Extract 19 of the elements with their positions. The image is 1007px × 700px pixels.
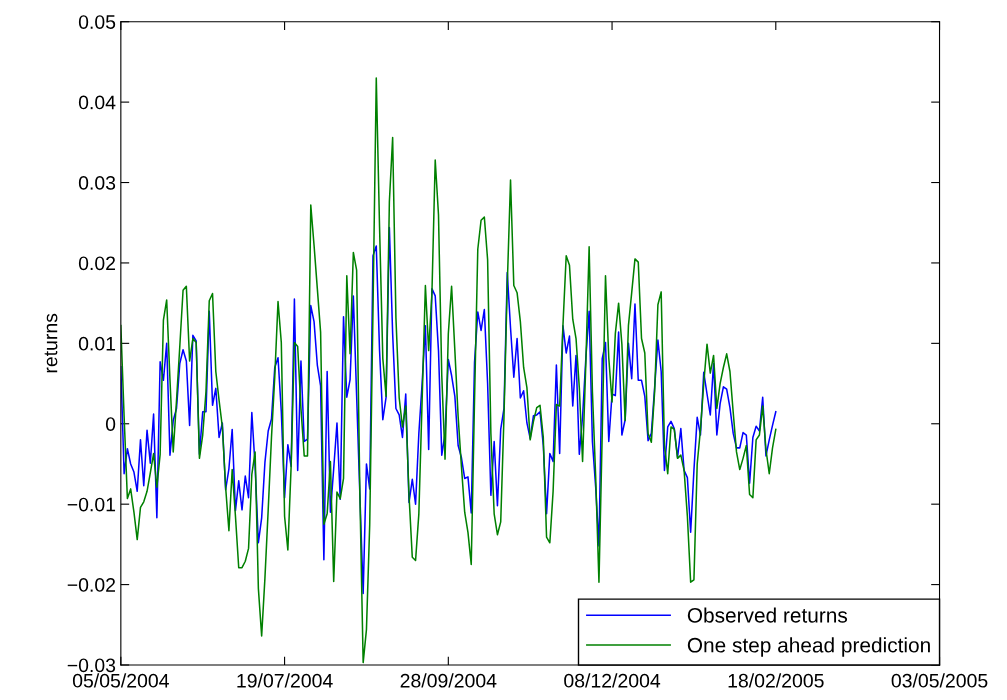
- y-tick-label: 0.01: [78, 336, 116, 351]
- y-tick-label: 0.02: [78, 256, 116, 271]
- legend-label: One step ahead prediction: [687, 637, 930, 657]
- y-axis-title: returns: [44, 313, 58, 373]
- x-tick-label: 03/05/2005: [891, 673, 988, 688]
- y-tick-label: −0.02: [67, 578, 115, 592]
- x-tick-label: 18/02/2005: [728, 673, 824, 688]
- y-tick-label: −0.03: [67, 658, 116, 673]
- y-tick-label: 0.03: [78, 175, 116, 190]
- y-tick-label: 0.05: [78, 15, 116, 29]
- x-tick-label: 28/09/2004: [400, 673, 497, 688]
- x-tick-label: 19/07/2004: [237, 673, 333, 688]
- legend-label: Observed returns: [687, 607, 848, 623]
- y-tick-label: 0: [105, 417, 116, 431]
- x-tick-label: 05/05/2004: [72, 673, 169, 688]
- line-series: [120, 77, 777, 664]
- x-tick-label: 08/12/2004: [564, 673, 661, 688]
- y-tick-label: −0.01: [67, 497, 116, 512]
- y-tick-label: 0.04: [78, 95, 116, 110]
